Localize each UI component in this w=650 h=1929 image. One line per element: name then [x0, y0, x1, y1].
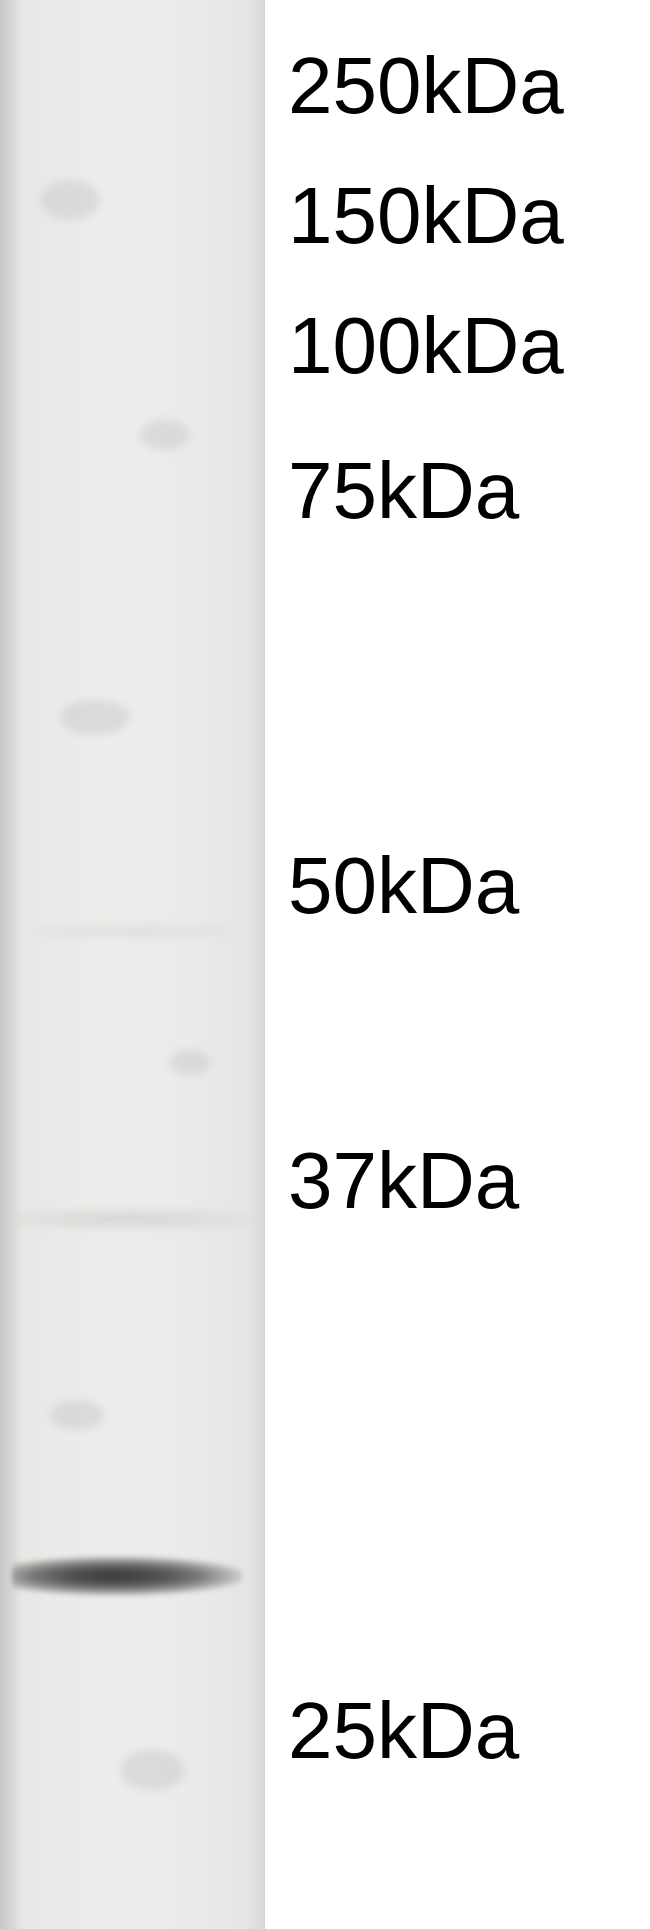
noise-spot	[120, 1750, 185, 1790]
marker-250kda: 250kDa	[288, 40, 564, 132]
noise-spot	[170, 1050, 210, 1075]
marker-37kda: 37kDa	[288, 1135, 519, 1227]
main-band	[12, 1555, 242, 1597]
marker-75kda: 75kDa	[288, 445, 519, 537]
noise-spot	[140, 420, 190, 450]
lane-right-shadow	[247, 0, 265, 1929]
lane-left-shadow	[0, 0, 22, 1929]
marker-100kda: 100kDa	[288, 300, 564, 392]
faint-band-37	[10, 1205, 250, 1233]
western-blot-lane	[0, 0, 265, 1929]
faint-band-50	[30, 920, 230, 942]
marker-50kda: 50kDa	[288, 840, 519, 932]
marker-25kda: 25kDa	[288, 1685, 519, 1777]
noise-spot	[60, 700, 130, 735]
noise-spot	[50, 1400, 105, 1430]
marker-150kda: 150kDa	[288, 170, 564, 262]
noise-spot	[40, 180, 100, 220]
